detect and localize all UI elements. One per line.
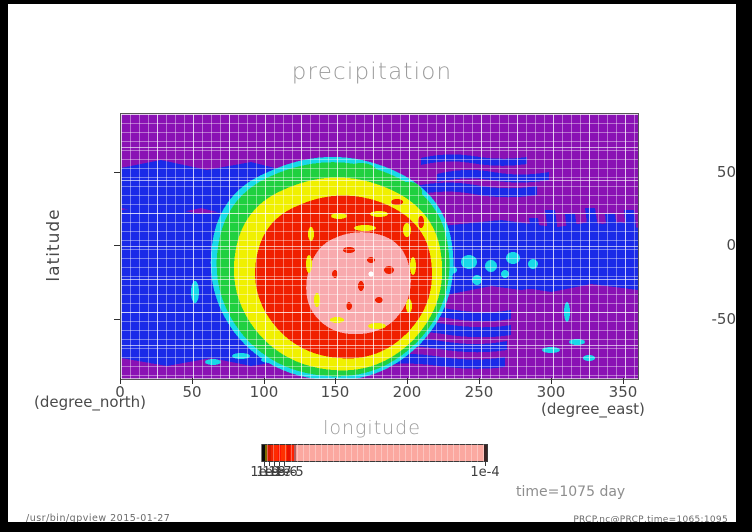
- x-tick-0: [120, 378, 121, 384]
- footer-dataset: PRCP.nc@PRCP,time=1065:1095: [573, 515, 728, 522]
- x-tick-50: [192, 378, 193, 384]
- colorbar-label-1e-8: 1e-8: [256, 465, 286, 480]
- colorbar-label-1e-5: 1e-5: [274, 465, 304, 480]
- x-tick-300: [551, 378, 552, 384]
- colorbar-segment: [270, 445, 274, 461]
- colorbar-segment: [264, 445, 267, 461]
- x-tick-350: [623, 378, 624, 384]
- y-tick-label-neg50: -50: [711, 310, 737, 328]
- x-tick-250: [479, 378, 480, 384]
- colorbar-label-1e-9: 1e-9: [250, 465, 280, 480]
- colorbar-segment: [281, 445, 288, 461]
- x-tick-label-150: 150: [320, 383, 350, 401]
- colorbar-tick: [485, 462, 486, 466]
- x-tick-label-300: 300: [536, 383, 566, 401]
- colorbar-tick: [274, 462, 275, 466]
- x-tick-label-50: 50: [182, 383, 202, 401]
- colorbar-segment: [295, 445, 474, 461]
- colorbar-tick: [264, 462, 265, 466]
- y-axis-label: latitude: [44, 208, 64, 282]
- x-tick-200: [407, 378, 408, 384]
- colorbar-tick: [284, 462, 285, 466]
- colorbar-label-1e-6: 1e-6: [268, 465, 298, 480]
- contour-map[interactable]: [120, 113, 639, 380]
- x-tick-label-0: 0: [115, 383, 125, 401]
- colorbar-label-1e-4: 1e-4: [470, 465, 500, 480]
- x-axis-unit-north: (degree_north): [34, 393, 147, 411]
- colorbar-segment: [473, 445, 478, 461]
- colorbar-title: longitude: [323, 417, 421, 439]
- colorbar-segment: [266, 445, 271, 461]
- colorbar-segment: [293, 445, 296, 461]
- y-tick-50: [114, 172, 120, 173]
- plot-canvas: precipitation: [8, 4, 736, 522]
- x-tick-150: [335, 378, 336, 384]
- colorbar-segment: [477, 445, 485, 461]
- colorbar-segment: [484, 445, 487, 461]
- colorbar-segment: [273, 445, 279, 461]
- colorbar-segment: [287, 445, 291, 461]
- colorbar-tick: [279, 462, 280, 466]
- colorbar-segment: [262, 445, 265, 461]
- colorbar-label-1e-7: 1e-7: [262, 465, 292, 480]
- y-tick-label-50: 50: [716, 163, 736, 181]
- y-tick-neg50: [114, 319, 120, 320]
- colorbar-segment: [290, 445, 294, 461]
- y-tick-0: [114, 245, 120, 246]
- colorbar-tick: [269, 462, 270, 466]
- colorbar[interactable]: [261, 444, 488, 462]
- colorbar-segment: [278, 445, 282, 461]
- x-tick-100: [264, 378, 265, 384]
- y-tick-label-0: 0: [726, 236, 736, 254]
- footer-command: /usr/bin/gpview 2015-01-27: [26, 513, 171, 522]
- x-tick-label-100: 100: [249, 383, 279, 401]
- contour-layers: [121, 114, 638, 379]
- page-title: precipitation: [291, 59, 453, 85]
- x-tick-label-350: 350: [608, 383, 638, 401]
- x-tick-label-200: 200: [392, 383, 422, 401]
- time-annotation: time=1075 day: [516, 484, 626, 500]
- x-axis-unit-east: (degree_east): [541, 400, 645, 418]
- x-tick-label-250: 250: [464, 383, 494, 401]
